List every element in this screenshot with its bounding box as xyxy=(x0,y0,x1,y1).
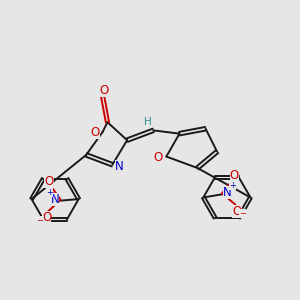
Text: N: N xyxy=(115,160,124,173)
Text: +: + xyxy=(229,182,236,190)
Text: O: O xyxy=(154,151,163,164)
Text: −: − xyxy=(239,209,246,218)
Text: O: O xyxy=(91,125,100,139)
Text: H: H xyxy=(143,117,151,127)
Text: +: + xyxy=(46,188,53,197)
Text: −: − xyxy=(37,217,44,226)
Text: N: N xyxy=(223,186,232,199)
Text: O: O xyxy=(44,175,53,188)
Text: N: N xyxy=(51,193,59,206)
Text: O: O xyxy=(232,205,242,218)
Text: O: O xyxy=(100,84,109,97)
Text: O: O xyxy=(230,169,239,182)
Text: O: O xyxy=(42,211,51,224)
